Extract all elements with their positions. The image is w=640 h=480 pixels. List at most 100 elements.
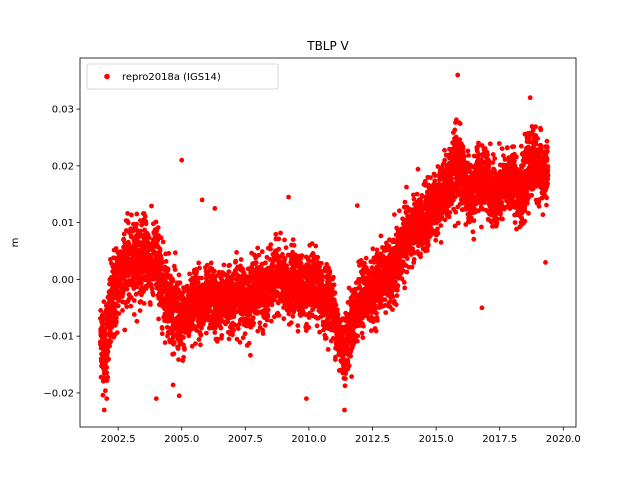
data-point (172, 250, 178, 256)
data-point (208, 260, 214, 266)
data-point (361, 323, 366, 329)
data-point (242, 331, 248, 337)
data-point (250, 315, 256, 321)
data-point (134, 211, 140, 217)
data-point (411, 257, 417, 262)
data-point (121, 231, 127, 237)
data-point (276, 312, 282, 318)
data-point (158, 235, 164, 241)
data-point (218, 325, 224, 331)
data-point (159, 326, 165, 331)
data-point (138, 228, 143, 234)
data-point (221, 262, 227, 268)
data-point (265, 307, 271, 313)
data-point (233, 258, 239, 264)
data-point (141, 301, 147, 306)
data-point (187, 271, 193, 277)
data-point (103, 388, 108, 394)
data-point (165, 266, 171, 272)
data-point (114, 319, 119, 325)
data-point (284, 266, 290, 271)
data-point (260, 331, 266, 336)
data-point (315, 255, 321, 260)
data-point (203, 330, 209, 336)
data-point (259, 249, 265, 255)
data-point (193, 341, 198, 346)
data-point (238, 257, 244, 262)
data-point (442, 157, 448, 163)
data-point (323, 335, 329, 341)
data-point (128, 233, 134, 239)
data-point (106, 356, 111, 362)
data-point (98, 308, 103, 313)
data-point (114, 315, 119, 321)
data-point (390, 307, 395, 312)
data-point (212, 330, 218, 335)
data-point (382, 297, 388, 302)
data-point (331, 282, 337, 288)
data-point (141, 289, 146, 294)
data-point (295, 328, 301, 334)
data-point (313, 243, 319, 249)
data-point (162, 340, 168, 345)
data-point (401, 279, 407, 285)
data-point (268, 318, 274, 324)
data-point (375, 318, 380, 323)
data-point (113, 246, 119, 251)
data-point (269, 302, 275, 308)
data-point (143, 221, 149, 227)
data-point (282, 237, 287, 243)
data-point (226, 269, 232, 275)
data-point (373, 328, 379, 334)
data-point (115, 303, 121, 309)
data-point (181, 354, 187, 360)
data-point (355, 333, 361, 339)
data-point (101, 299, 107, 305)
data-point (124, 286, 130, 292)
data-point (348, 353, 353, 359)
data-point (278, 230, 283, 236)
data-point (125, 211, 130, 216)
data-point (194, 269, 199, 275)
data-point (255, 245, 261, 251)
data-point (283, 245, 289, 251)
data-point (177, 280, 183, 286)
data-point (107, 343, 112, 349)
plot-area (79, 57, 577, 428)
data-points (97, 72, 551, 413)
data-point (402, 199, 408, 205)
data-point (246, 340, 252, 346)
data-point (131, 312, 137, 317)
data-point (306, 325, 312, 330)
data-point (393, 302, 399, 308)
data-point (288, 320, 294, 326)
data-point (122, 327, 128, 333)
data-point (137, 308, 143, 313)
data-point (335, 312, 341, 317)
data-point (438, 240, 444, 245)
data-point (394, 293, 400, 298)
data-point (268, 246, 273, 252)
data-point (128, 295, 134, 300)
data-point (231, 327, 237, 333)
data-point (104, 370, 110, 376)
data-point (150, 292, 156, 298)
data-point (196, 260, 202, 266)
data-point (374, 247, 380, 253)
data-point (418, 254, 423, 260)
data-point (295, 323, 301, 328)
data-point (196, 337, 202, 342)
data-point (197, 265, 202, 271)
data-point (389, 289, 395, 294)
data-point (171, 351, 177, 357)
data-point (349, 374, 354, 379)
data-point (342, 383, 348, 389)
data-point (263, 260, 268, 266)
data-point (157, 248, 163, 254)
data-point (331, 274, 336, 280)
data-point (120, 308, 125, 313)
data-point (360, 335, 366, 340)
data-point (276, 236, 282, 242)
data-point (253, 260, 259, 266)
